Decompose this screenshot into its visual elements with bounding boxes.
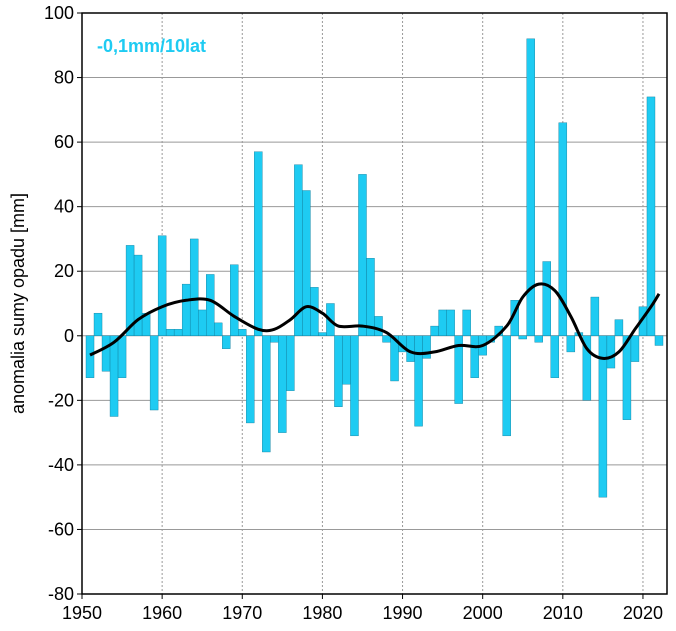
data-bar: [214, 322, 223, 336]
data-bar: [630, 335, 640, 362]
data-bar: [109, 335, 119, 417]
data-bar: [462, 309, 471, 336]
plot-frame: [81, 12, 668, 595]
trend-layer: [89, 282, 661, 360]
data-bar: [374, 316, 383, 336]
data-bar: [422, 335, 431, 359]
data-bar: [286, 335, 295, 391]
data-bar: [206, 274, 215, 336]
data-bar: [542, 261, 552, 336]
x-tick-label: 1960: [142, 603, 182, 623]
data-bar: [582, 335, 592, 401]
ticks-layer: -80 -60 -40 -20 0 20 40 60 80 100 1950 1960 1970 1980…: [44, 3, 663, 623]
data-bar: [606, 335, 616, 369]
data-bar: [646, 96, 656, 336]
y-tick-label: 80: [54, 68, 74, 88]
trend-line: [89, 282, 661, 360]
data-bar: [157, 235, 167, 336]
data-bar: [454, 335, 463, 404]
data-bar: [614, 319, 624, 336]
data-bar: [526, 38, 535, 336]
data-bar: [358, 174, 367, 336]
data-bar: [390, 335, 399, 382]
y-tick-label: -20: [48, 390, 74, 410]
data-bar: [246, 335, 255, 424]
data-bar: [598, 335, 608, 498]
data-bar: [93, 312, 103, 336]
data-bar: [189, 238, 199, 336]
data-bar: [238, 329, 247, 336]
x-tick-label: 1950: [62, 603, 102, 623]
x-tick-label: 2020: [623, 603, 663, 623]
data-bar: [654, 335, 664, 346]
data-bar: [197, 309, 207, 336]
data-bar: [430, 325, 439, 336]
x-tick-label: 1980: [302, 603, 342, 623]
y-tick-label: 100: [44, 3, 74, 23]
data-bar: [230, 264, 239, 336]
data-bar: [334, 335, 343, 407]
data-bar: [318, 332, 327, 336]
y-axis-title: anomalia sumy opadu [mm]: [8, 193, 28, 414]
data-bar: [518, 335, 527, 340]
y-tick-label: 60: [54, 132, 74, 152]
y-tick-label: -40: [48, 455, 74, 475]
x-tick-label: 2000: [463, 603, 503, 623]
y-tick-label: -60: [48, 519, 74, 539]
data-bar: [558, 122, 568, 336]
trend-annotation: -0,1mm/10lat: [97, 36, 206, 56]
data-bar: [446, 309, 455, 336]
data-bar: [366, 258, 375, 336]
data-bar: [262, 335, 271, 453]
bars-layer: [85, 38, 664, 498]
data-bar: [101, 335, 111, 372]
data-bar: [302, 190, 311, 336]
y-tick-label: 40: [54, 197, 74, 217]
data-bar: [590, 296, 600, 336]
data-bar: [534, 335, 543, 343]
data-bar: [350, 335, 359, 437]
data-bar: [85, 335, 95, 378]
data-bar: [149, 335, 159, 411]
data-bar: [117, 335, 127, 378]
data-bar: [566, 335, 576, 353]
data-bar: [342, 335, 351, 385]
data-bar: [622, 335, 632, 420]
data-bar: [502, 335, 511, 437]
x-tick-label: 2010: [543, 603, 583, 623]
data-bar: [382, 335, 391, 343]
x-tick-label: 1970: [222, 603, 262, 623]
data-bar: [278, 335, 287, 433]
data-bar: [550, 335, 560, 378]
data-bar: [222, 335, 231, 349]
y-tick-label: 0: [64, 326, 74, 346]
y-tick-label: -80: [48, 584, 74, 604]
data-bar: [470, 335, 479, 378]
data-bar: [270, 335, 279, 343]
y-tick-label: 20: [54, 261, 74, 281]
data-bar: [254, 151, 263, 336]
data-bar: [414, 335, 423, 427]
data-bar: [438, 309, 447, 336]
data-bar: [181, 283, 191, 336]
data-bar: [133, 254, 143, 336]
x-tick-label: 1990: [383, 603, 423, 623]
data-bar: [165, 329, 175, 336]
data-bar: [173, 329, 183, 336]
